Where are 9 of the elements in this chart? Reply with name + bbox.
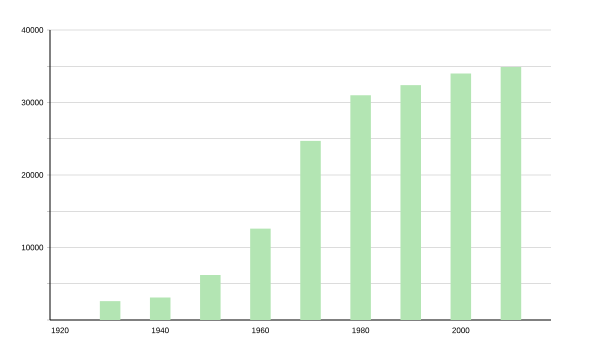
bar: [500, 66, 522, 320]
bar: [400, 85, 421, 320]
bar: [300, 140, 321, 320]
bar: [150, 298, 170, 320]
bar: [350, 95, 371, 320]
bar: [250, 228, 271, 320]
bar: [200, 275, 221, 320]
bar: [450, 74, 472, 320]
bar: [100, 301, 120, 320]
